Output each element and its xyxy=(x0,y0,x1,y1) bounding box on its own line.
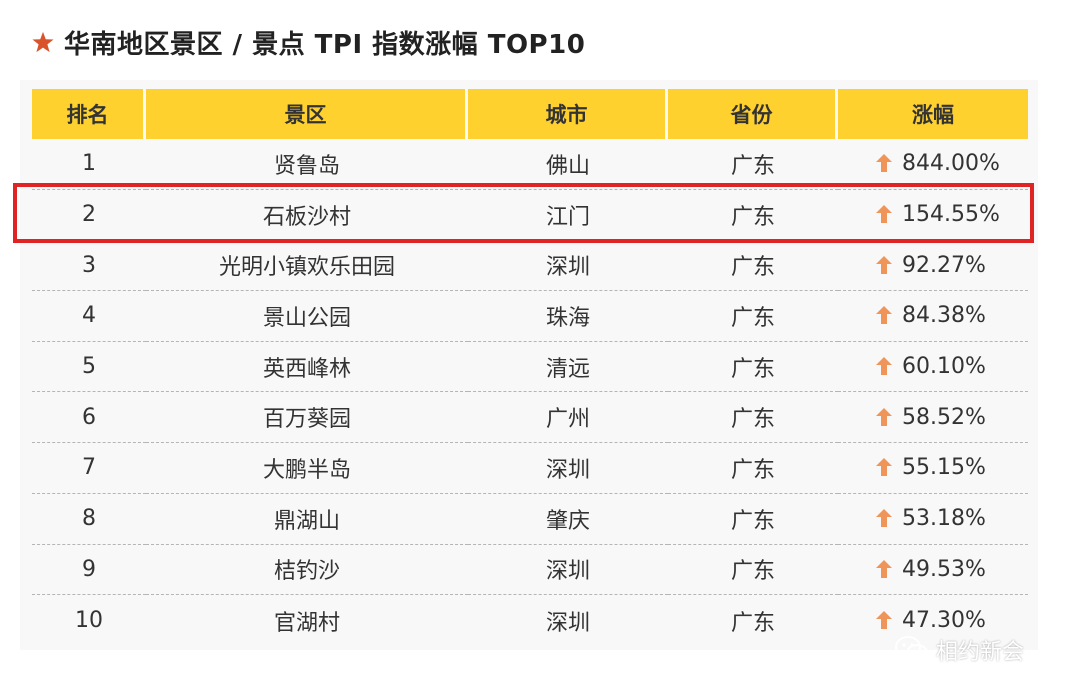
ranking-table: 排名 景区 城市 省份 涨幅 1 贤鲁岛 佛山 广东 844.00% 2 石板沙村 江门 广东 1… xyxy=(32,89,1028,646)
watermark-text: 相约新会 xyxy=(936,640,1025,665)
wechat-icon xyxy=(895,636,928,664)
column-header-growth: 涨幅 xyxy=(838,89,1028,139)
spot-cell: 贤鲁岛 xyxy=(146,139,468,190)
city-cell: 广州 xyxy=(468,392,668,444)
spot-cell: 百万葵园 xyxy=(146,392,468,444)
table-row: 1 贤鲁岛 佛山 广东 844.00% xyxy=(32,139,1028,190)
rank-cell: 3 xyxy=(32,240,146,292)
growth-value: 84.38% xyxy=(902,303,986,329)
table-row: 3 光明小镇欢乐田园 深圳 广东 92.27% xyxy=(32,240,1028,292)
table-row: 5 英西峰林 清远 广东 60.10% xyxy=(32,342,1028,393)
table-row: 6 百万葵园 广州 广东 58.52% xyxy=(32,392,1028,444)
up-arrow-icon xyxy=(876,255,892,274)
up-arrow-icon xyxy=(876,407,892,426)
table-panel: 排名 景区 城市 省份 涨幅 1 贤鲁岛 佛山 广东 844.00% 2 石板沙村 江门 广东 1… xyxy=(20,80,1038,650)
watermark: 相约新会 xyxy=(894,634,1024,666)
star-icon xyxy=(32,31,54,53)
city-cell: 肇庆 xyxy=(468,494,668,545)
rank-cell: 2 xyxy=(32,190,146,241)
growth-value: 154.55% xyxy=(902,202,1000,228)
table-row: 7 大鹏半岛 深圳 广东 55.15% xyxy=(32,443,1028,494)
up-arrow-icon xyxy=(876,205,892,224)
growth-value: 49.53% xyxy=(902,556,986,582)
province-cell: 广东 xyxy=(668,240,838,292)
growth-value: 58.52% xyxy=(902,404,986,430)
spot-cell: 桔钓沙 xyxy=(146,545,468,596)
city-cell: 深圳 xyxy=(468,443,668,494)
spot-cell: 光明小镇欢乐田园 xyxy=(146,240,468,292)
city-cell: 清远 xyxy=(468,342,668,393)
growth-value: 92.27% xyxy=(902,252,986,278)
growth-cell: 58.52% xyxy=(838,392,1028,444)
spot-cell: 英西峰林 xyxy=(146,342,468,393)
table-header-row: 排名 景区 城市 省份 涨幅 xyxy=(32,89,1028,139)
rank-cell: 5 xyxy=(32,342,146,393)
growth-value: 55.15% xyxy=(902,455,986,481)
column-header-rank: 排名 xyxy=(32,89,146,139)
growth-cell: 49.53% xyxy=(838,545,1028,596)
rank-cell: 10 xyxy=(75,608,103,634)
province-cell: 广东 xyxy=(668,443,838,494)
rank-cell: 6 xyxy=(32,392,146,444)
up-arrow-icon xyxy=(876,357,892,376)
growth-cell: 53.18% xyxy=(838,494,1028,545)
rank-cell: 1 xyxy=(32,139,146,190)
column-header-city: 城市 xyxy=(468,89,668,139)
city-cell: 深圳 xyxy=(468,545,668,596)
growth-value: 53.18% xyxy=(902,506,986,532)
rank-cell: 4 xyxy=(32,291,146,342)
up-arrow-icon xyxy=(876,559,892,578)
table-row: 10 官湖村 深圳 广东 47.30% xyxy=(32,595,1028,646)
province-cell: 广东 xyxy=(668,139,838,190)
province-cell: 广东 xyxy=(668,342,838,393)
growth-value: 60.10% xyxy=(902,354,986,380)
table-row: 8 鼎湖山 肇庆 广东 53.18% xyxy=(32,494,1028,545)
up-arrow-icon xyxy=(876,154,892,173)
city-cell: 江门 xyxy=(468,190,668,241)
table-row: 4 景山公园 珠海 广东 84.38% xyxy=(32,291,1028,342)
growth-cell: 154.55% xyxy=(838,190,1028,241)
growth-value: 844.00% xyxy=(902,151,1000,177)
up-arrow-icon xyxy=(876,458,892,477)
province-cell: 广东 xyxy=(730,610,775,636)
province-cell: 广东 xyxy=(668,545,838,596)
growth-cell: 92.27% xyxy=(838,240,1028,292)
city-cell: 深圳 xyxy=(468,240,668,292)
up-arrow-icon xyxy=(876,509,892,528)
table-body: 1 贤鲁岛 佛山 广东 844.00% 2 石板沙村 江门 广东 154.55% 3 光明小镇欢乐田园… xyxy=(32,139,1028,646)
growth-cell: 55.15% xyxy=(838,443,1028,494)
rank-cell: 7 xyxy=(32,443,146,494)
growth-cell: 844.00% xyxy=(838,139,1028,190)
province-cell: 广东 xyxy=(668,392,838,444)
column-header-province: 省份 xyxy=(668,89,838,139)
growth-cell: 60.10% xyxy=(838,342,1028,393)
spot-cell: 景山公园 xyxy=(146,291,468,342)
city-cell: 珠海 xyxy=(468,291,668,342)
spot-cell: 官湖村 xyxy=(273,610,340,636)
rank-cell: 8 xyxy=(32,494,146,545)
up-arrow-icon xyxy=(876,306,892,325)
spot-cell: 鼎湖山 xyxy=(146,494,468,545)
growth-cell: 84.38% xyxy=(838,291,1028,342)
province-cell: 广东 xyxy=(668,190,838,241)
up-arrow-icon xyxy=(876,611,892,630)
table-row: 2 石板沙村 江门 广东 154.55% xyxy=(32,190,1028,241)
city-cell: 佛山 xyxy=(468,139,668,190)
title-row: 华南地区景区 / 景点 TPI 指数涨幅 TOP10 xyxy=(32,22,585,62)
table-row: 9 桔钓沙 深圳 广东 49.53% xyxy=(32,545,1028,596)
rank-cell: 9 xyxy=(32,545,146,596)
page-title: 华南地区景区 / 景点 TPI 指数涨幅 TOP10 xyxy=(64,29,586,60)
growth-cell: 47.30% xyxy=(838,595,1028,646)
spot-cell: 大鹏半岛 xyxy=(146,443,468,494)
province-cell: 广东 xyxy=(668,291,838,342)
growth-value: 47.30% xyxy=(902,608,986,634)
city-cell: 深圳 xyxy=(545,610,590,636)
province-cell: 广东 xyxy=(668,494,838,545)
column-header-spot: 景区 xyxy=(146,89,468,139)
spot-cell: 石板沙村 xyxy=(146,190,468,241)
